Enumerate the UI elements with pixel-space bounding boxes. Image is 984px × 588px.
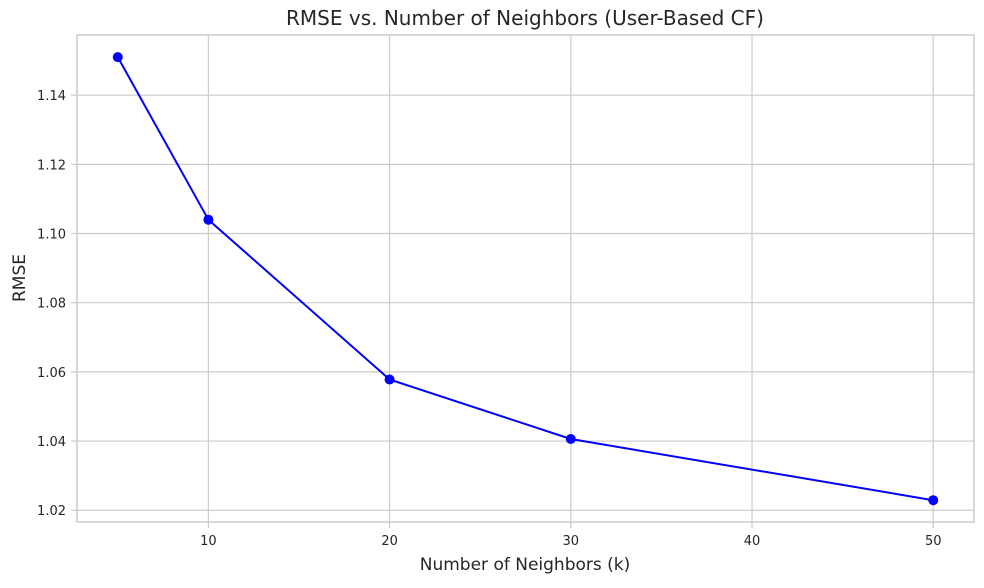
y-tick-label: 1.06 [37,366,66,381]
series-line [116,56,934,502]
x-tick-label: 30 [563,534,580,549]
y-axis-ticks: 1.02 1.04 1.06 1.08 1.10 1.12 1.14 [37,89,77,519]
chart-title: RMSE vs. Number of Neighbors (User-Based… [286,6,764,30]
data-point-k30 [565,433,576,444]
x-tick-label: 50 [925,534,942,549]
y-tick-label: 1.02 [37,504,66,519]
x-tick-label: 40 [744,534,761,549]
y-axis-label: RMSE [10,254,30,302]
plot-frame [76,34,975,523]
grid [77,35,974,522]
x-tick-label: 10 [200,534,217,549]
y-tick-label: 1.04 [37,435,66,450]
data-point-k5 [112,52,123,63]
y-tick-label: 1.14 [37,89,66,104]
y-tick-label: 1.12 [37,158,66,173]
data-point-k20 [384,374,395,385]
x-axis-ticks: 10 20 30 40 50 [200,522,942,549]
x-axis-label: Number of Neighbors (k) [420,555,631,575]
y-tick-label: 1.08 [37,297,66,312]
x-tick-label: 20 [381,534,398,549]
y-tick-label: 1.10 [37,228,66,243]
series-group [112,52,939,506]
data-point-k50 [928,495,939,506]
data-point-k10 [203,214,214,225]
